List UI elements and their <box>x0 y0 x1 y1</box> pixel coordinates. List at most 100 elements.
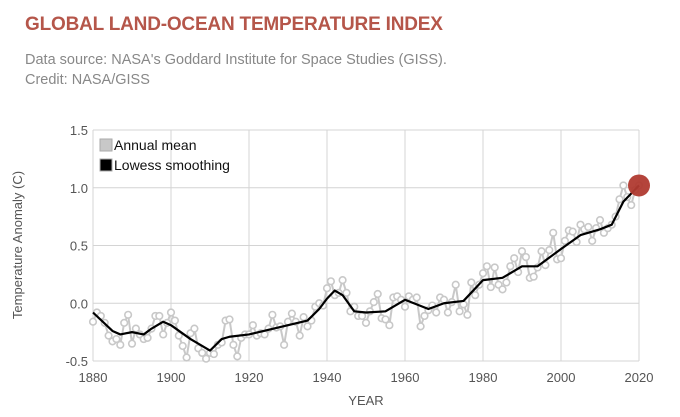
annual-mean-point <box>124 310 133 319</box>
annual-mean-point <box>166 308 176 317</box>
y-tick-label: -0.5 <box>66 354 88 369</box>
annual-mean-point <box>432 308 441 317</box>
lowess-series <box>92 184 640 352</box>
annual-mean-point <box>478 269 488 278</box>
annual-mean-point <box>120 318 129 327</box>
annual-mean-point <box>88 317 98 326</box>
annual-mean-point <box>268 310 277 319</box>
annual-mean-point <box>416 322 425 331</box>
annual-mean-point <box>420 311 429 321</box>
annual-mean-point <box>248 321 257 330</box>
annual-mean-point <box>342 288 351 297</box>
annual-mean-point <box>287 309 297 318</box>
annual-mean-point <box>295 331 304 340</box>
annual-mean-point <box>584 222 593 232</box>
y-axis-label: Temperature Anomaly (C) <box>10 171 25 319</box>
annual-mean-point <box>615 195 624 204</box>
legend-label-annual: Annual mean <box>114 137 197 153</box>
annual-mean-point <box>506 262 515 271</box>
annual-mean-point <box>498 285 507 294</box>
y-tick-label: 1.5 <box>70 123 88 138</box>
annual-mean-line <box>92 182 640 361</box>
annual-mean-point <box>174 331 183 340</box>
annual-mean-point <box>209 349 218 359</box>
x-tick-label: 1940 <box>313 370 342 385</box>
annual-mean-point <box>486 282 495 292</box>
annual-mean-point <box>233 352 242 361</box>
legend-swatch-annual <box>99 138 113 152</box>
annual-mean-series <box>88 181 644 363</box>
annual-mean-point <box>143 333 152 343</box>
annual-mean-point <box>545 246 554 255</box>
annual-mean-point <box>338 276 347 285</box>
credit-text: Credit: NASA/GISS <box>25 72 150 88</box>
annual-mean-point <box>627 200 636 210</box>
y-axis-ticks: -0.5 0.0 0.5 1.0 1.5 <box>66 123 88 369</box>
annual-mean-point <box>104 331 113 340</box>
annual-mean-point <box>549 228 558 237</box>
annual-mean-point <box>385 321 394 330</box>
annual-mean-point <box>127 339 137 348</box>
annual-mean-point <box>373 289 382 299</box>
annual-mean-point <box>490 263 499 272</box>
annual-mean-point <box>510 254 519 263</box>
annual-mean-point <box>202 354 211 363</box>
annual-mean-point <box>455 307 464 316</box>
annual-mean-point <box>198 348 207 358</box>
annual-mean-point <box>412 293 421 302</box>
highlight-point-2020[interactable] <box>628 174 650 197</box>
annual-mean-point <box>381 315 390 324</box>
annual-mean-point <box>155 311 164 321</box>
annual-mean-point <box>502 278 511 287</box>
x-tick-label: 1920 <box>235 370 264 385</box>
annual-mean-point <box>517 247 527 256</box>
annual-mean-point <box>225 315 234 324</box>
annual-mean-point <box>326 277 336 286</box>
x-tick-label: 1960 <box>391 370 420 385</box>
grid <box>92 129 640 362</box>
x-tick-label: 1900 <box>157 370 186 385</box>
annual-mean-point <box>299 313 308 322</box>
data-source-text: Data source: NASA's Goddard Institute fo… <box>25 52 447 68</box>
lowess-line <box>92 184 640 352</box>
x-axis-label: YEAR <box>348 393 383 408</box>
x-tick-label: 2020 <box>625 370 654 385</box>
annual-mean-point <box>159 330 168 339</box>
y-tick-label: 0.5 <box>70 239 88 254</box>
annual-mean-point <box>560 236 570 245</box>
chart-title: GLOBAL LAND-OCEAN TEMPERATURE INDEX <box>25 14 443 35</box>
x-tick-label: 2000 <box>547 370 576 385</box>
annual-mean-point <box>303 322 312 331</box>
annual-mean-point <box>178 341 187 351</box>
annual-mean-point <box>116 340 125 349</box>
legend: Annual mean Lowess smoothing <box>99 137 230 173</box>
annual-mean-point <box>537 247 546 256</box>
annual-mean-point <box>322 284 332 293</box>
annual-mean-point <box>595 215 605 225</box>
annual-mean-point <box>529 272 538 281</box>
annual-mean-point <box>112 334 121 344</box>
annual-mean-point <box>190 324 199 333</box>
annual-mean-point <box>280 340 289 349</box>
annual-mean-point <box>588 236 597 245</box>
annual-mean-point <box>463 310 472 319</box>
chart-subtitle: Data source: NASA's Goddard Institute fo… <box>25 50 447 90</box>
annual-mean-point <box>361 318 371 327</box>
y-tick-label: 0.0 <box>70 296 88 311</box>
y-tick-label: 1.0 <box>70 181 88 196</box>
annual-mean-point <box>471 291 480 300</box>
annual-mean-point <box>170 316 179 325</box>
annual-mean-point <box>521 252 531 262</box>
x-tick-label: 1980 <box>469 370 498 385</box>
annual-mean-point <box>451 280 460 289</box>
annual-mean-point <box>369 297 378 307</box>
annual-mean-point <box>443 308 453 317</box>
annual-mean-point <box>229 340 238 349</box>
annual-mean-point <box>556 254 566 263</box>
annual-mean-point <box>358 311 367 321</box>
legend-label-lowess: Lowess smoothing <box>114 157 230 173</box>
x-tick-label: 1880 <box>79 370 108 385</box>
annual-mean-point <box>400 302 410 311</box>
x-axis-ticks: 1880 1900 1920 1940 1960 1980 2000 2020 <box>79 370 654 385</box>
